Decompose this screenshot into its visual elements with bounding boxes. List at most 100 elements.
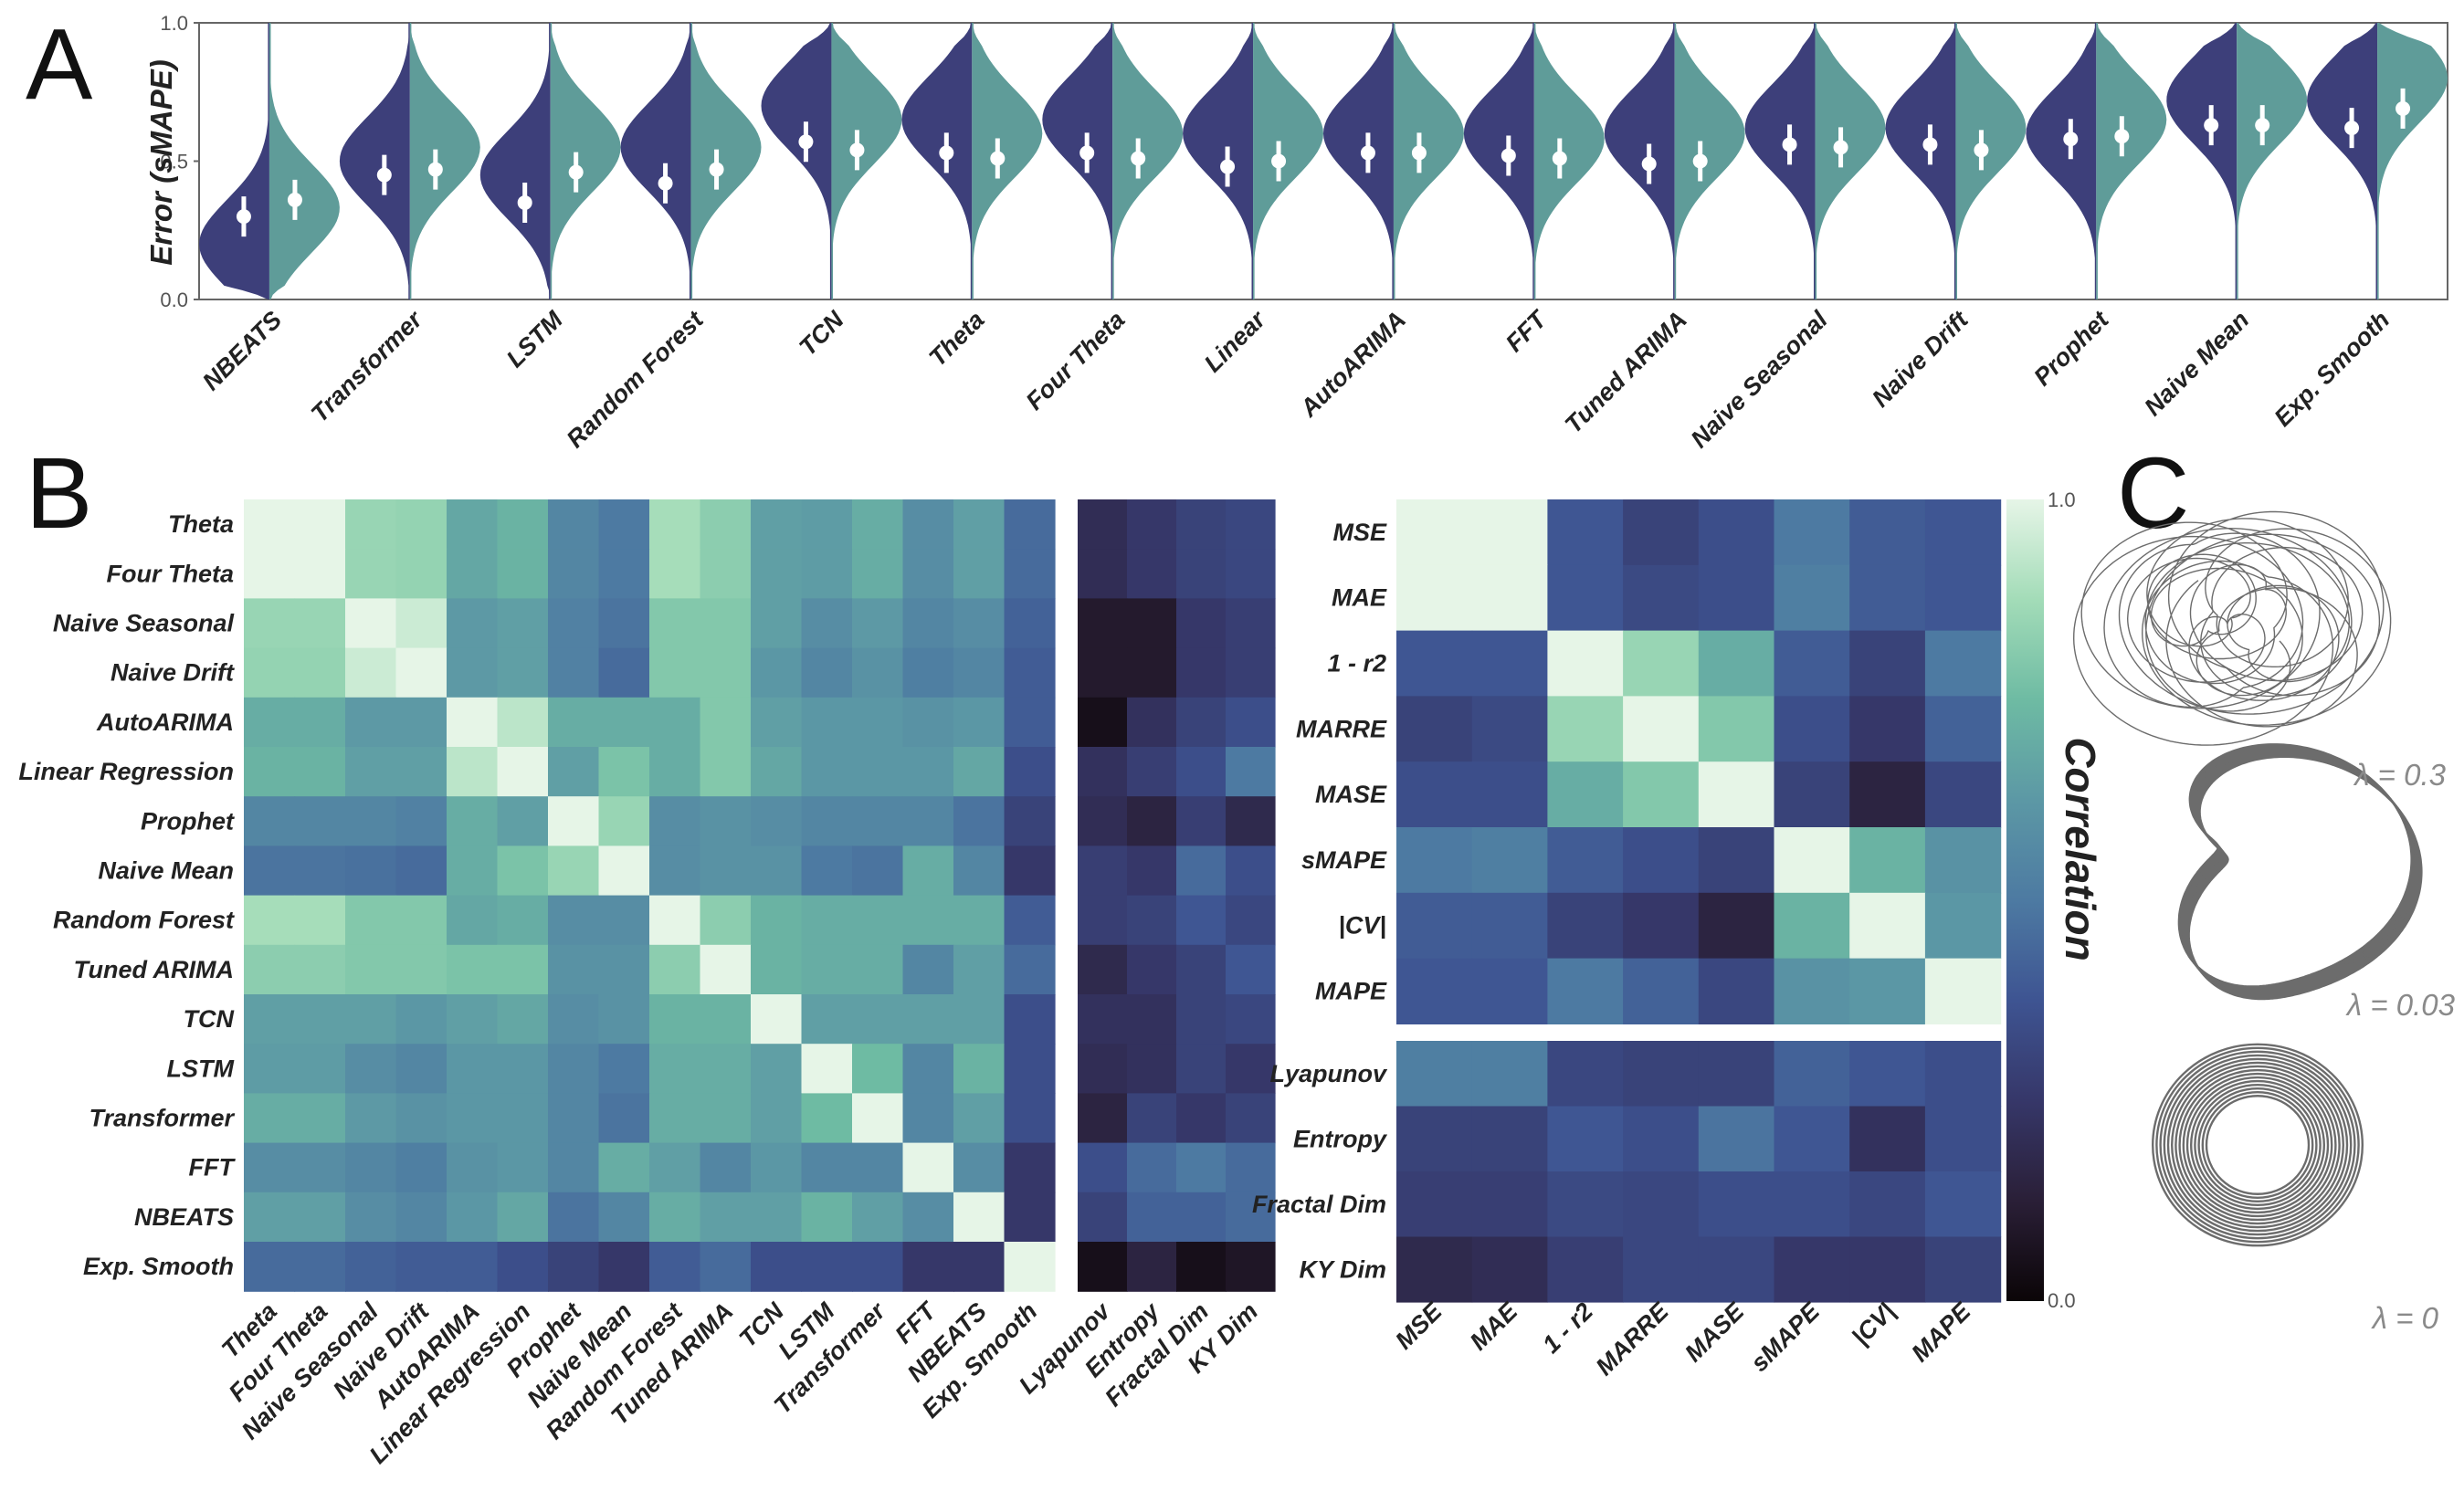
heatmap-cell xyxy=(598,549,650,599)
violin-bodies xyxy=(199,23,2448,299)
heatmap-cell xyxy=(1004,1044,1056,1094)
heatmap-cell xyxy=(801,994,853,1045)
violin-median xyxy=(1922,137,1938,152)
heatmap-cell xyxy=(1471,892,1548,960)
violin-category: Linear xyxy=(1199,305,1272,378)
heatmap-cell xyxy=(1924,958,2002,1024)
heatmap-cell xyxy=(294,1192,346,1243)
heatmap-cell xyxy=(1849,892,1926,960)
heatmap-cell xyxy=(1849,1041,1926,1108)
heatmap-cell xyxy=(1924,564,2002,632)
heatmap-cell xyxy=(1396,630,1473,697)
heatmap-cell xyxy=(953,697,1006,748)
heatmap-cell xyxy=(598,1242,650,1292)
metric-row-labels: MSE MAE 1 - r2 MARRE MASE sMAPE |CV| MAPE Lyapun… xyxy=(1252,519,1388,1283)
metric-correlation-heatmap xyxy=(1396,499,2002,1024)
heatmap-cell xyxy=(852,796,904,846)
heatmap-cell xyxy=(497,499,549,550)
heatmap-cell xyxy=(649,697,701,748)
violin-right xyxy=(1112,23,1184,299)
heatmap-cell xyxy=(1698,892,1775,960)
heatmap-cell xyxy=(649,747,701,797)
violin-category: AutoARIMA xyxy=(1294,306,1411,423)
heatmap-cell xyxy=(1226,1242,1276,1292)
heatmap-cell xyxy=(1127,1142,1177,1193)
violin-left xyxy=(1323,23,1394,299)
heatmap-cell xyxy=(1078,1142,1128,1193)
heatmap-cell xyxy=(548,845,600,897)
violin-left xyxy=(1463,23,1534,299)
heatmap-row-label: Entropy xyxy=(1293,1125,1388,1152)
heatmap-cell xyxy=(751,697,803,748)
violin-left xyxy=(761,23,832,299)
heatmap-cell xyxy=(1471,1236,1548,1303)
heatmap-cell xyxy=(1004,1093,1056,1144)
periodic-attractor-loop xyxy=(2187,755,2423,1001)
periodic-attractor-loop xyxy=(2181,747,2417,992)
violin-category: Tuned ARIMA xyxy=(1560,306,1692,438)
periodic-attractor-loop xyxy=(2186,754,2422,999)
heatmap-cell xyxy=(902,647,954,698)
heatmap-cell xyxy=(700,1093,752,1144)
heatmap-cell xyxy=(902,1044,954,1094)
heatmap-cell xyxy=(1547,958,1624,1024)
heatmap-cell xyxy=(1004,549,1056,599)
heatmap-cell xyxy=(598,1142,650,1193)
heatmap-cell xyxy=(345,697,397,748)
heatmap-cell xyxy=(598,1044,650,1094)
heatmap-cell xyxy=(852,1093,904,1144)
heatmap-cell xyxy=(395,796,448,846)
heatmap-row-label: Tuned ARIMA xyxy=(74,956,235,983)
heatmap-cell xyxy=(852,647,904,698)
heatmap-cell xyxy=(1078,1192,1128,1243)
attractor-label-0: λ = 0.3 xyxy=(2353,758,2446,792)
heatmap-cell xyxy=(751,895,803,946)
heatmap-cell xyxy=(345,944,397,995)
heatmap-cell xyxy=(1849,1106,1926,1172)
ytick-label: 1.0 xyxy=(160,12,188,35)
limit-cycle-attractor xyxy=(2151,1043,2364,1247)
violin-category: LSTM xyxy=(501,306,569,373)
heatmap-cell xyxy=(1471,761,1548,828)
violin-right xyxy=(1674,23,1745,299)
violin-median xyxy=(236,209,251,225)
violin-median xyxy=(1692,153,1708,169)
heatmap-cell xyxy=(1774,696,1850,762)
violin-right xyxy=(409,23,480,299)
heatmap-cell xyxy=(751,1044,803,1094)
heatmap-cell xyxy=(294,994,346,1045)
heatmap-cell xyxy=(548,549,600,599)
heatmap-cell xyxy=(902,499,954,550)
heatmap-cell xyxy=(1127,845,1177,897)
heatmap-cell xyxy=(447,1093,499,1144)
heatmap-cell xyxy=(1924,630,2002,697)
heatmap-cell xyxy=(1698,1236,1775,1303)
heatmap-cell xyxy=(1849,696,1926,762)
heatmap-cell xyxy=(751,598,803,649)
heatmap-cell xyxy=(395,1044,448,1094)
heatmap-cell xyxy=(1471,1171,1548,1238)
panel-letter-a: A xyxy=(26,8,93,121)
heatmap-cell xyxy=(801,1142,853,1193)
heatmap-cell xyxy=(751,1242,803,1292)
heatmap-cell xyxy=(345,647,397,698)
heatmap-cell xyxy=(345,1093,397,1144)
heatmap-cell xyxy=(1623,1236,1700,1303)
heatmap-cell xyxy=(1924,827,2002,894)
heatmap-cell xyxy=(497,549,549,599)
panel-letter-b: B xyxy=(26,437,92,550)
heatmap-cell xyxy=(751,845,803,897)
heatmap-cell xyxy=(852,845,904,897)
heatmap-cell xyxy=(598,845,650,897)
heatmap-cell xyxy=(1176,1192,1227,1243)
heatmap-row-label: sMAPE xyxy=(1301,846,1387,874)
heatmap-row-label: 1 - r2 xyxy=(1327,650,1386,677)
heatmap-cell xyxy=(1226,1142,1276,1193)
heatmap-cell xyxy=(395,845,448,897)
violin-right xyxy=(1955,23,2027,299)
heatmap-cell xyxy=(598,747,650,797)
heatmap-cell xyxy=(1396,827,1473,894)
heatmap-cell xyxy=(1176,845,1227,897)
heatmap-cell xyxy=(852,697,904,748)
